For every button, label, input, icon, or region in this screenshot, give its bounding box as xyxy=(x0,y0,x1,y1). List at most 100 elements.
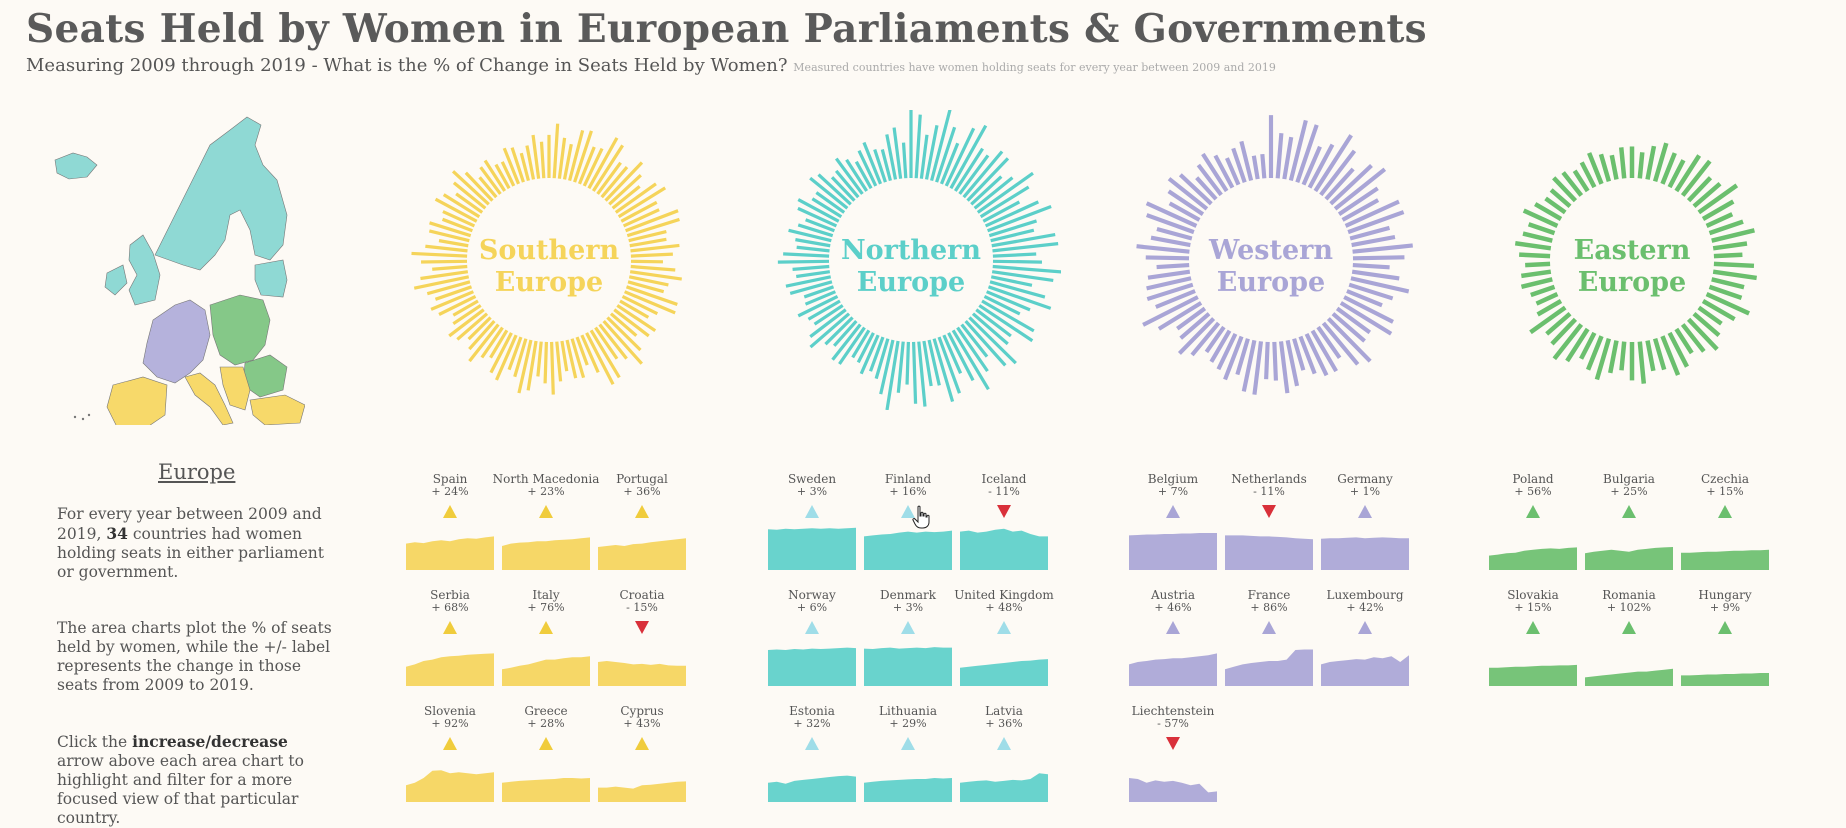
increase-arrow-icon[interactable] xyxy=(443,505,457,518)
radial-bar xyxy=(1225,157,1241,186)
radial-bar xyxy=(1282,136,1294,180)
area-chart-plot xyxy=(864,530,952,570)
increase-arrow-icon[interactable] xyxy=(635,737,649,750)
increase-arrow-icon[interactable] xyxy=(1526,621,1540,634)
country-area-chart: Bulgaria + 25% xyxy=(1585,472,1673,578)
radial-bar xyxy=(531,134,541,179)
radial-bar xyxy=(1619,147,1627,179)
increase-arrow-icon[interactable] xyxy=(443,621,457,634)
increase-arrow-icon[interactable] xyxy=(805,621,819,634)
arrow-shape xyxy=(805,621,819,634)
radial-bar xyxy=(1686,176,1713,203)
increase-arrow-icon[interactable] xyxy=(805,505,819,518)
radial-bar xyxy=(425,244,468,253)
radial-bar xyxy=(613,308,650,338)
radial-bar xyxy=(604,161,644,202)
arrow-shape xyxy=(635,737,649,750)
decrease-arrow-icon[interactable] xyxy=(1262,505,1276,518)
radial-chart-northern-europe[interactable]: Northern Europe xyxy=(761,110,1061,410)
decrease-arrow-icon[interactable] xyxy=(1166,737,1180,750)
decrease-arrow-icon[interactable] xyxy=(997,505,1011,518)
radial-bar xyxy=(1535,292,1559,306)
increase-arrow-icon[interactable] xyxy=(1718,505,1732,518)
radial-bar xyxy=(1652,142,1669,182)
increase-arrow-icon[interactable] xyxy=(1622,505,1636,518)
radial-bar xyxy=(629,270,682,281)
increase-arrow-icon[interactable] xyxy=(443,737,457,750)
radial-bar xyxy=(1680,323,1706,353)
radial-bar xyxy=(614,182,657,214)
radial-bar xyxy=(1168,201,1201,222)
increase-arrow-icon[interactable] xyxy=(539,505,553,518)
europe-region-map[interactable] xyxy=(25,105,305,425)
radial-bar xyxy=(420,270,469,281)
area-chart-plot xyxy=(406,536,494,570)
radial-bar xyxy=(629,237,667,248)
radial-bar xyxy=(1347,210,1405,235)
radial-bar xyxy=(628,229,667,243)
increase-arrow-icon[interactable] xyxy=(1526,505,1540,518)
country-area-chart: Cyprus + 43% xyxy=(598,704,686,810)
increase-arrow-icon[interactable] xyxy=(1358,621,1372,634)
radial-chart-eastern-europe[interactable]: Eastern Europe xyxy=(1482,110,1782,410)
increase-arrow-icon[interactable] xyxy=(1622,621,1636,634)
radial-bar xyxy=(896,341,905,393)
increase-arrow-icon[interactable] xyxy=(1718,621,1732,634)
radial-bar xyxy=(789,280,833,295)
arrow-shape xyxy=(635,505,649,518)
radial-bar xyxy=(975,308,1012,338)
area-shape xyxy=(1129,533,1217,570)
radial-bar xyxy=(1522,208,1559,228)
radial-bar xyxy=(630,264,676,272)
map-island-dot xyxy=(81,417,85,421)
country-area-chart: Slovakia + 15% xyxy=(1489,588,1577,694)
area-chart-plot xyxy=(768,775,856,802)
radial-bar xyxy=(608,173,642,206)
country-area-chart: Belgium + 7% xyxy=(1129,472,1217,578)
radial-bar xyxy=(594,326,619,360)
increase-arrow-icon[interactable] xyxy=(1358,505,1372,518)
country-name: Norway xyxy=(788,588,836,602)
arrow-shape xyxy=(1166,505,1180,518)
radial-bar xyxy=(859,334,880,375)
increase-arrow-icon[interactable] xyxy=(805,737,819,750)
increase-arrow-icon[interactable] xyxy=(1166,505,1180,518)
increase-arrow-icon[interactable] xyxy=(539,737,553,750)
radial-bar xyxy=(911,341,918,404)
radial-bar xyxy=(978,304,1034,343)
increase-arrow-icon[interactable] xyxy=(635,505,649,518)
increase-arrow-icon[interactable] xyxy=(901,737,915,750)
radial-bar xyxy=(1701,299,1736,322)
radial-bar xyxy=(992,252,1037,258)
increase-arrow-icon[interactable] xyxy=(997,737,1011,750)
increase-arrow-icon[interactable] xyxy=(1166,621,1180,634)
arrow-shape xyxy=(443,505,457,518)
radial-bar xyxy=(582,147,604,187)
decrease-arrow-icon[interactable] xyxy=(635,621,649,634)
radial-bar xyxy=(1708,219,1744,236)
radial-bar xyxy=(1711,277,1745,290)
increase-arrow-icon[interactable] xyxy=(1262,621,1276,634)
country-change-label: + 86% xyxy=(1250,601,1288,614)
radial-bar xyxy=(797,206,838,228)
increase-arrow-icon[interactable] xyxy=(901,621,915,634)
country-name: North Macedonia xyxy=(492,472,600,486)
increase-arrow-icon[interactable] xyxy=(901,505,915,518)
radial-bar xyxy=(1145,255,1190,261)
radial-chart-western-europe[interactable]: Western Europe xyxy=(1121,110,1421,410)
radial-bar xyxy=(510,147,525,183)
country-name: Netherlands xyxy=(1231,472,1307,486)
radial-bar xyxy=(494,334,518,381)
country-area-chart: Liechtenstein - 57% xyxy=(1129,704,1217,810)
area-shape xyxy=(768,527,856,570)
radial-bar xyxy=(851,329,871,359)
radial-bar xyxy=(953,147,984,192)
increase-arrow-icon[interactable] xyxy=(539,621,553,634)
radial-bar xyxy=(880,149,892,182)
radial-chart-southern-europe[interactable]: Southern Europe xyxy=(399,110,699,410)
arrow-shape xyxy=(1166,621,1180,634)
radial-bar xyxy=(543,341,549,384)
increase-arrow-icon[interactable] xyxy=(997,621,1011,634)
radial-bar xyxy=(1667,159,1686,189)
radial-bar xyxy=(831,323,862,361)
